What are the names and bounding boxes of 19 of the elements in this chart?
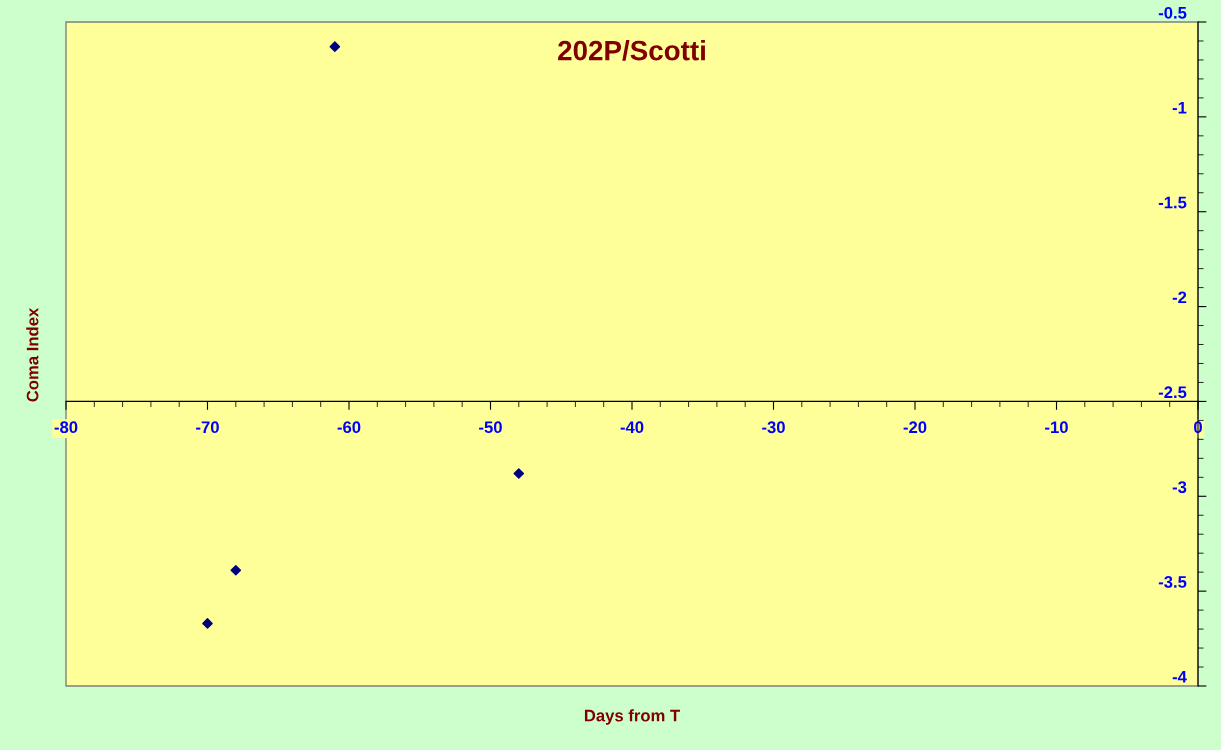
- x-axis-title: Days from T: [584, 709, 680, 725]
- x-tick-label: -70: [196, 421, 219, 434]
- x-tick-label: -50: [479, 421, 502, 434]
- x-tick-label: -40: [620, 421, 644, 434]
- y-tick-label: -2: [1172, 291, 1187, 304]
- y-tick-label: -3: [1172, 481, 1187, 494]
- y-tick-label: -1: [1172, 101, 1187, 114]
- y-tick-label: -0.5: [1158, 6, 1187, 19]
- y-tick-label: -1.5: [1158, 196, 1187, 209]
- x-tick-label: -20: [903, 421, 927, 434]
- y-axis-title: Coma Index: [26, 307, 39, 402]
- y-tick-label: -3.5: [1158, 576, 1187, 588]
- y-tick-label: -4: [1172, 671, 1187, 683]
- x-tick-label: -30: [762, 421, 785, 434]
- y-tick-label: -2.5: [1158, 386, 1187, 399]
- x-tick-label: -60: [337, 421, 361, 434]
- text: 202P/Scotti: [558, 40, 705, 61]
- x-tick-label: -10: [1045, 421, 1068, 434]
- x-tick-label: -80: [54, 421, 78, 434]
